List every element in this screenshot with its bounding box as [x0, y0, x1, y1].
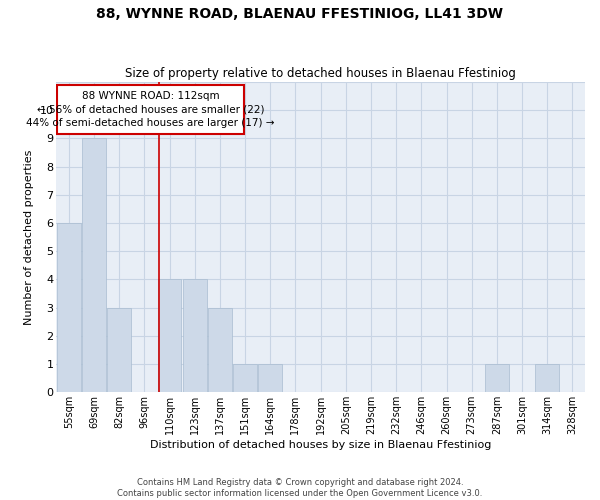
Bar	[158, 280, 181, 392]
Text: ← 56% of detached houses are smaller (22): ← 56% of detached houses are smaller (22…	[37, 104, 265, 115]
Text: 88, WYNNE ROAD, BLAENAU FFESTINIOG, LL41 3DW: 88, WYNNE ROAD, BLAENAU FFESTINIOG, LL41…	[97, 8, 503, 22]
Bar	[258, 364, 282, 392]
Bar	[57, 223, 81, 392]
Text: Contains HM Land Registry data © Crown copyright and database right 2024.
Contai: Contains HM Land Registry data © Crown c…	[118, 478, 482, 498]
Bar	[233, 364, 257, 392]
Text: 88 WYNNE ROAD: 112sqm: 88 WYNNE ROAD: 112sqm	[82, 90, 220, 101]
Title: Size of property relative to detached houses in Blaenau Ffestiniog: Size of property relative to detached ho…	[125, 66, 516, 80]
Bar	[58, 85, 244, 134]
Bar	[535, 364, 559, 392]
Bar	[82, 138, 106, 392]
Bar	[208, 308, 232, 392]
X-axis label: Distribution of detached houses by size in Blaenau Ffestiniog: Distribution of detached houses by size …	[150, 440, 491, 450]
Y-axis label: Number of detached properties: Number of detached properties	[24, 150, 34, 325]
Text: 44% of semi-detached houses are larger (17) →: 44% of semi-detached houses are larger (…	[26, 118, 275, 128]
Bar	[183, 280, 206, 392]
Bar	[107, 308, 131, 392]
Bar	[485, 364, 509, 392]
